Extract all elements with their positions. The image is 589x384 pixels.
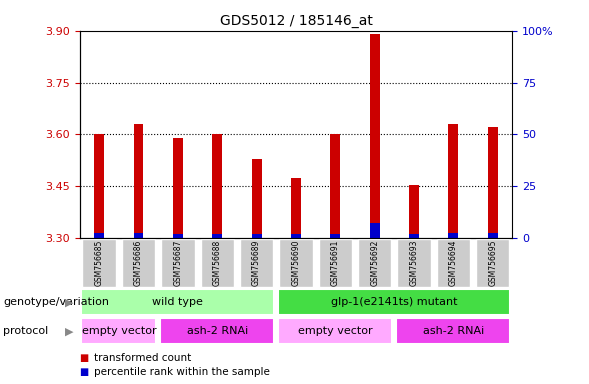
Bar (436, 239, 470, 287)
Bar (134, 233, 144, 238)
Text: ash-2 RNAi: ash-2 RNAi (187, 326, 248, 336)
Text: GSM756694: GSM756694 (449, 240, 458, 286)
Text: ▶: ▶ (65, 297, 74, 308)
Bar (94, 134, 104, 238)
Bar (370, 223, 379, 238)
Bar (448, 233, 458, 238)
Text: GSM756689: GSM756689 (252, 240, 261, 286)
Bar (81, 290, 274, 315)
Bar (213, 134, 222, 238)
Text: GSM756685: GSM756685 (95, 240, 104, 286)
Bar (173, 233, 183, 238)
Text: empty vector: empty vector (81, 326, 156, 336)
Bar (240, 239, 273, 287)
Bar (213, 233, 222, 238)
Bar (409, 233, 419, 238)
Bar (279, 239, 313, 287)
Bar (252, 159, 262, 238)
Text: wild type: wild type (153, 297, 203, 308)
Text: GSM756686: GSM756686 (134, 240, 143, 286)
Bar (409, 184, 419, 238)
Bar (278, 290, 511, 315)
Text: GSM756693: GSM756693 (409, 240, 419, 286)
Bar (82, 239, 116, 287)
Bar (160, 318, 274, 344)
Bar (200, 239, 234, 287)
Text: ▶: ▶ (65, 326, 74, 336)
Text: percentile rank within the sample: percentile rank within the sample (94, 366, 270, 377)
Text: ■: ■ (80, 366, 89, 377)
Text: GSM756688: GSM756688 (213, 240, 222, 286)
Bar (476, 239, 509, 287)
Text: ■: ■ (80, 353, 89, 363)
Text: GSM756690: GSM756690 (292, 240, 300, 286)
Bar (330, 233, 340, 238)
Bar (122, 239, 155, 287)
Bar (319, 239, 352, 287)
Bar (161, 239, 194, 287)
Bar (398, 239, 431, 287)
Bar (488, 127, 498, 238)
Bar (448, 124, 458, 238)
Text: transformed count: transformed count (94, 353, 191, 363)
Bar (330, 134, 340, 238)
Bar (291, 234, 301, 238)
Text: protocol: protocol (3, 326, 48, 336)
Bar (278, 318, 392, 344)
Bar (358, 239, 392, 287)
Text: GSM756692: GSM756692 (370, 240, 379, 286)
Bar (81, 318, 156, 344)
Bar (396, 318, 511, 344)
Bar (370, 34, 379, 238)
Bar (173, 138, 183, 238)
Text: GSM756691: GSM756691 (331, 240, 340, 286)
Bar (94, 233, 104, 238)
Text: glp-1(e2141ts) mutant: glp-1(e2141ts) mutant (331, 297, 458, 308)
Text: GSM756695: GSM756695 (488, 240, 497, 286)
Text: empty vector: empty vector (298, 326, 373, 336)
Text: GSM756687: GSM756687 (173, 240, 183, 286)
Text: ash-2 RNAi: ash-2 RNAi (423, 326, 484, 336)
Bar (134, 124, 144, 238)
Bar (488, 233, 498, 238)
Text: genotype/variation: genotype/variation (3, 297, 109, 308)
Title: GDS5012 / 185146_at: GDS5012 / 185146_at (220, 14, 372, 28)
Bar (252, 234, 262, 238)
Bar (291, 177, 301, 238)
